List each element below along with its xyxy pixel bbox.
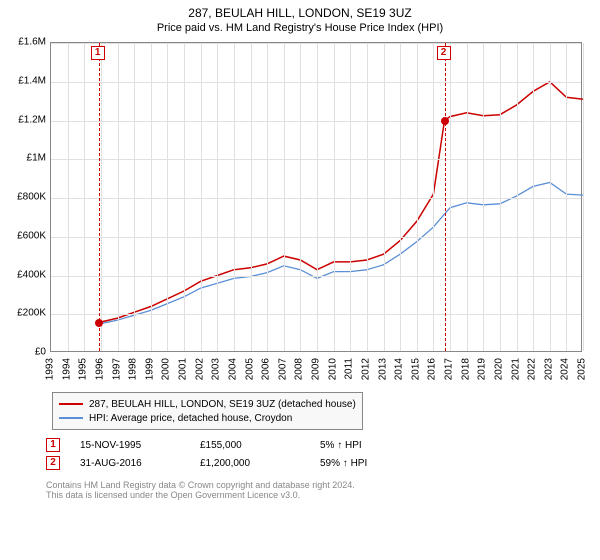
x-tick-label: 2016 [427,336,438,358]
x-tick-label: 2001 [178,336,189,358]
x-tick-label: 1996 [94,336,105,358]
x-tick-label: 2002 [194,336,205,358]
x-tick-label: 2024 [560,336,571,358]
x-tick-label: 2010 [327,336,338,358]
marker-table-price: £155,000 [200,440,320,451]
y-tick-label: £0 [6,347,46,358]
legend-swatch [59,417,83,419]
x-tick-label: 1995 [78,336,89,358]
chart-container: 287, BEULAH HILL, LONDON, SE19 3UZ Price… [0,0,600,560]
x-tick-label: 2004 [227,336,238,358]
x-tick-label: 2007 [277,336,288,358]
y-tick-label: £400K [6,269,46,280]
marker-dot [95,319,103,327]
y-tick-label: £1.4M [6,75,46,86]
y-tick-label: £200K [6,308,46,319]
marker-table-id: 2 [46,456,60,470]
x-tick-label: 2011 [344,336,355,358]
marker-table-date: 31-AUG-2016 [80,458,200,469]
x-tick-label: 2008 [294,336,305,358]
legend-label: HPI: Average price, detached house, Croy… [89,413,292,424]
x-tick-label: 2000 [161,336,172,358]
marker-line [99,43,100,351]
x-tick-label: 1998 [128,336,139,358]
series-line [99,82,583,323]
marker-box: 2 [437,46,451,60]
footer: Contains HM Land Registry data © Crown c… [46,480,355,500]
marker-table-price: £1,200,000 [200,458,320,469]
x-tick-label: 2021 [510,336,521,358]
marker-dot [441,117,449,125]
x-tick-label: 1993 [45,336,56,358]
marker-table-id: 1 [46,438,60,452]
footer-line-2: This data is licensed under the Open Gov… [46,490,355,500]
legend: 287, BEULAH HILL, LONDON, SE19 3UZ (deta… [52,392,363,430]
x-tick-label: 2003 [211,336,222,358]
markers-table: 1 15-NOV-1995£155,0005% ↑ HPI 2 31-AUG-2016… [46,436,440,472]
x-tick-label: 2006 [261,336,272,358]
legend-row: 287, BEULAH HILL, LONDON, SE19 3UZ (deta… [59,397,356,411]
x-tick-label: 2022 [527,336,538,358]
x-tick-label: 1999 [144,336,155,358]
x-tick-label: 2019 [477,336,488,358]
legend-row: HPI: Average price, detached house, Croy… [59,411,356,425]
x-tick-label: 2020 [493,336,504,358]
y-tick-label: £1.2M [6,114,46,125]
x-tick-label: 2013 [377,336,388,358]
y-tick-label: £800K [6,192,46,203]
x-tick-label: 2014 [394,336,405,358]
marker-table-date: 15-NOV-1995 [80,440,200,451]
legend-label: 287, BEULAH HILL, LONDON, SE19 3UZ (deta… [89,399,356,410]
y-tick-label: £600K [6,230,46,241]
chart-subtitle: Price paid vs. HM Land Registry's House … [0,22,600,34]
marker-table-pct: 59% ↑ HPI [320,458,440,469]
x-tick-label: 2023 [543,336,554,358]
footer-line-1: Contains HM Land Registry data © Crown c… [46,480,355,490]
x-tick-label: 2025 [577,336,588,358]
x-tick-label: 2012 [360,336,371,358]
marker-table-row: 2 31-AUG-2016£1,200,00059% ↑ HPI [46,454,440,472]
marker-table-pct: 5% ↑ HPI [320,440,440,451]
marker-line [445,43,446,351]
x-tick-label: 2009 [311,336,322,358]
marker-box: 1 [91,46,105,60]
plot-area [50,42,582,352]
x-tick-label: 2015 [410,336,421,358]
legend-swatch [59,403,83,405]
chart-title: 287, BEULAH HILL, LONDON, SE19 3UZ [0,6,600,20]
y-tick-label: £1M [6,153,46,164]
marker-table-row: 1 15-NOV-1995£155,0005% ↑ HPI [46,436,440,454]
y-tick-label: £1.6M [6,37,46,48]
x-tick-label: 2018 [460,336,471,358]
x-tick-label: 1994 [61,336,72,358]
x-tick-label: 2005 [244,336,255,358]
x-tick-label: 2017 [444,336,455,358]
header: 287, BEULAH HILL, LONDON, SE19 3UZ Price… [0,0,600,34]
x-tick-label: 1997 [111,336,122,358]
series-line [99,183,583,325]
